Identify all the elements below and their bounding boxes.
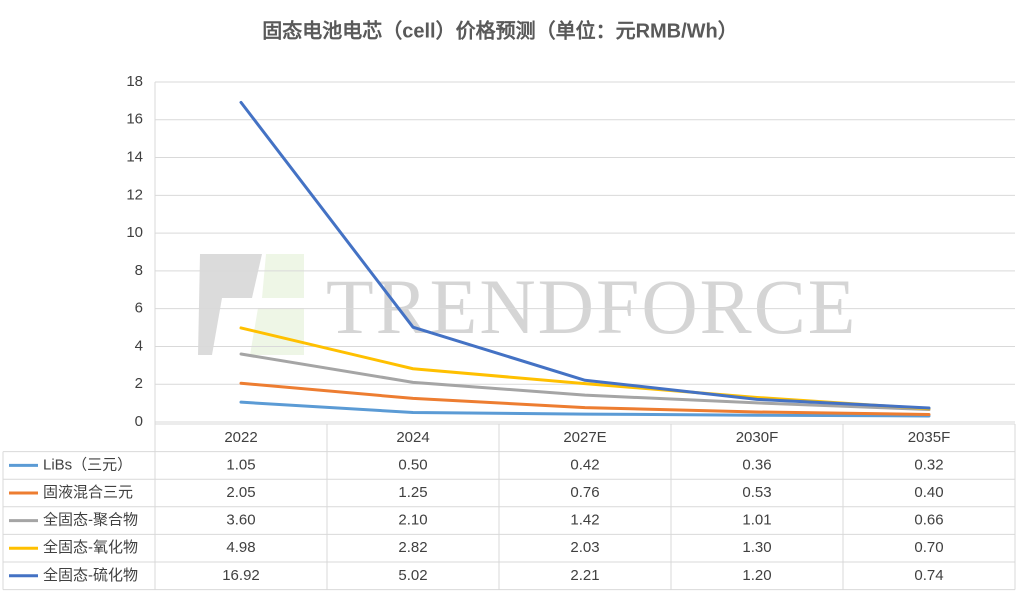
table-value: 1.05 — [226, 456, 255, 473]
x-tick-label: 2030F — [736, 429, 779, 446]
table-value: 5.02 — [398, 567, 427, 584]
x-tick-label: 2022 — [224, 429, 257, 446]
series-line — [239, 400, 931, 418]
legend-label: LiBs（三元） — [43, 456, 132, 473]
y-tick-label: 12 — [126, 186, 143, 203]
y-tick-label: 4 — [135, 337, 143, 354]
table-value: 0.50 — [398, 456, 427, 473]
table-value: 0.53 — [742, 484, 771, 501]
table-value: 0.70 — [914, 539, 943, 556]
chart-title: 固态电池电芯（cell）价格预测（单位：元RMB/Wh） — [262, 18, 738, 42]
watermark: TRENDFORCE — [326, 263, 857, 350]
x-tick-label: 2027E — [563, 429, 606, 446]
y-tick-label: 16 — [126, 111, 143, 128]
table-value: 1.01 — [742, 512, 771, 529]
table-value: 2.82 — [398, 539, 427, 556]
y-tick-label: 14 — [126, 149, 143, 166]
y-tick-label: 2 — [135, 375, 143, 392]
legend-label: 固液混合三元 — [43, 484, 133, 501]
legend-label: 全固态-硫化物 — [43, 566, 138, 584]
series-line — [239, 100, 931, 410]
legend-label: 全固态-聚合物 — [43, 511, 138, 529]
table-value: 0.66 — [914, 512, 943, 529]
y-tick-label: 0 — [135, 413, 143, 430]
legend-label: 全固态-氧化物 — [43, 538, 138, 556]
series-line — [239, 352, 931, 412]
table-value: 0.76 — [570, 484, 599, 501]
table-value: 1.20 — [742, 567, 771, 584]
table-value: 3.60 — [226, 512, 255, 529]
table-value: 2.21 — [570, 567, 599, 584]
y-tick-label: 18 — [126, 73, 143, 90]
series-line — [239, 381, 931, 416]
y-tick-label: 10 — [126, 224, 143, 241]
x-tick-label: 2035F — [908, 429, 951, 446]
table-value: 2.10 — [398, 512, 427, 529]
table-value: 0.32 — [914, 456, 943, 473]
watermark-logo — [198, 254, 304, 355]
table-value: 16.92 — [222, 567, 260, 584]
table-value: 0.40 — [914, 484, 943, 501]
table-value: 1.30 — [742, 539, 771, 556]
table-value: 2.03 — [570, 539, 599, 556]
table-value: 0.36 — [742, 456, 771, 473]
table-value: 2.05 — [226, 484, 255, 501]
table-value: 1.25 — [398, 484, 427, 501]
y-tick-label: 6 — [135, 300, 143, 317]
table-value: 0.74 — [914, 567, 943, 584]
table-value: 1.42 — [570, 512, 599, 529]
table-value: 0.42 — [570, 456, 599, 473]
table-value: 4.98 — [226, 539, 255, 556]
x-tick-label: 2024 — [396, 429, 429, 446]
y-tick-label: 8 — [135, 262, 143, 279]
